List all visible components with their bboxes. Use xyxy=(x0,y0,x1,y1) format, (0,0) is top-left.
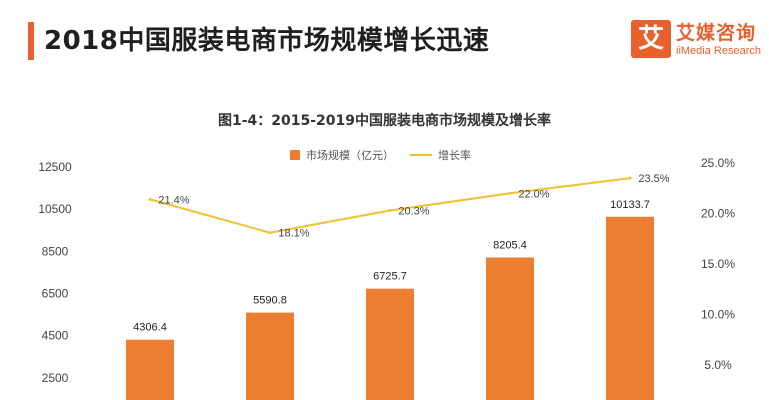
bar xyxy=(606,216,654,400)
chart-title: 图1-4：2015-2019中国服装电商市场规模及增长率 xyxy=(217,113,552,129)
logo-name-en: iiMedia Research xyxy=(676,45,761,57)
line-point xyxy=(388,208,392,212)
y-right-tick-label: 10.0% xyxy=(701,308,735,322)
line-value-label: 20.3% xyxy=(398,205,429,217)
bar-value-label: 10133.7 xyxy=(610,199,650,211)
y-right-tick-label: 5.0% xyxy=(704,358,732,372)
bar xyxy=(246,312,294,400)
page-title: 2018中国服装电商市场规模增长迅速 xyxy=(44,26,490,56)
legend-bar-label: 市场规模（亿元） xyxy=(306,149,394,162)
line-point xyxy=(508,191,512,195)
legend-line-label: 增长率 xyxy=(438,149,471,162)
bar-value-label: 5590.8 xyxy=(253,295,287,307)
y-right-tick-label: 15.0% xyxy=(701,257,735,271)
y-left-tick-label: 4500 xyxy=(42,329,69,343)
line-value-label: 21.4% xyxy=(158,194,189,206)
y-left-tick-label: 8500 xyxy=(42,244,69,258)
bar-value-label: 6725.7 xyxy=(373,271,407,283)
bar-value-label: 4306.4 xyxy=(133,322,167,334)
y-right-tick-label: 25.0% xyxy=(701,156,735,170)
legend-item-line: 增长率 xyxy=(410,147,471,163)
legend-line-swatch xyxy=(410,154,432,156)
y-left-tick-label: 6500 xyxy=(42,286,69,300)
y-left-tick-label: 2500 xyxy=(42,371,69,385)
legend-item-bar: 市场规模（亿元） xyxy=(290,147,394,163)
y-left-tick-label: 12500 xyxy=(38,160,72,174)
line-point xyxy=(628,176,632,180)
bar xyxy=(366,288,414,400)
legend-bar-swatch xyxy=(290,150,300,160)
line-value-label: 18.1% xyxy=(278,228,309,240)
logo-name-cn: 艾媒咨询 xyxy=(676,22,757,44)
bar-value-label: 8205.4 xyxy=(493,239,527,251)
y-right-tick-label: 20.0% xyxy=(701,207,735,221)
line-point xyxy=(148,197,152,201)
chart-legend: 市场规模（亿元） 增长率 xyxy=(290,147,487,163)
brand-logo: 艾 艾媒咨询 iiMedia Research xyxy=(631,18,763,64)
header-accent-bar xyxy=(28,22,34,60)
line-value-label: 22.0% xyxy=(518,188,549,200)
bar xyxy=(126,339,174,400)
growth-rate-line xyxy=(149,177,631,234)
bar xyxy=(486,257,534,400)
line-point xyxy=(268,231,272,235)
line-value-label: 23.5% xyxy=(638,173,669,185)
logo-mark-icon: 艾 xyxy=(631,20,671,58)
y-left-tick-label: 10500 xyxy=(38,202,72,216)
